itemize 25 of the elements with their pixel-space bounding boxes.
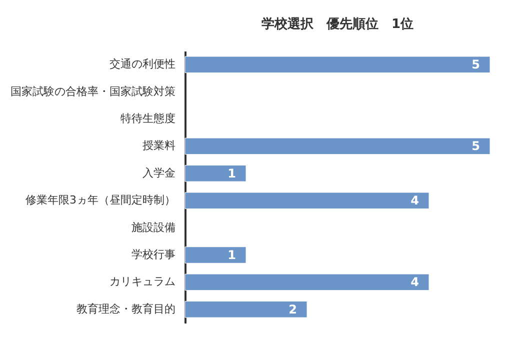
y-tick-label: 修業年限3ヵ年（昼間定時制） bbox=[26, 194, 176, 207]
y-tick-label: 施設設備 bbox=[132, 220, 176, 234]
chart-title: 学校選択 優先順位 1位 bbox=[261, 16, 414, 32]
bar bbox=[184, 274, 430, 291]
bar bbox=[184, 192, 430, 210]
y-tick-label: 特待生態度 bbox=[120, 112, 176, 125]
y-tick-label: 入学金 bbox=[142, 166, 176, 180]
bar bbox=[184, 56, 490, 74]
data-label: 1 bbox=[228, 166, 236, 180]
data-label: 2 bbox=[288, 302, 297, 316]
data-label: 4 bbox=[410, 275, 419, 290]
y-tick-label: 交通の利便性 bbox=[110, 58, 176, 71]
data-label: 1 bbox=[228, 248, 236, 262]
data-label: 4 bbox=[410, 194, 419, 208]
bar bbox=[184, 246, 246, 264]
data-label: 5 bbox=[472, 139, 480, 154]
y-tick-label: カリキュラム bbox=[110, 275, 176, 288]
y-tick-label: 学校行事 bbox=[132, 248, 176, 261]
y-tick-label: 教育理念・教育目的 bbox=[76, 302, 176, 316]
y-tick-label: 国家試験の合格率・国家試験対策 bbox=[10, 84, 176, 98]
bar bbox=[184, 164, 246, 182]
bar bbox=[184, 138, 490, 155]
y-tick-label: 授業料 bbox=[142, 139, 176, 152]
bar bbox=[184, 300, 308, 318]
data-label: 5 bbox=[472, 58, 480, 72]
